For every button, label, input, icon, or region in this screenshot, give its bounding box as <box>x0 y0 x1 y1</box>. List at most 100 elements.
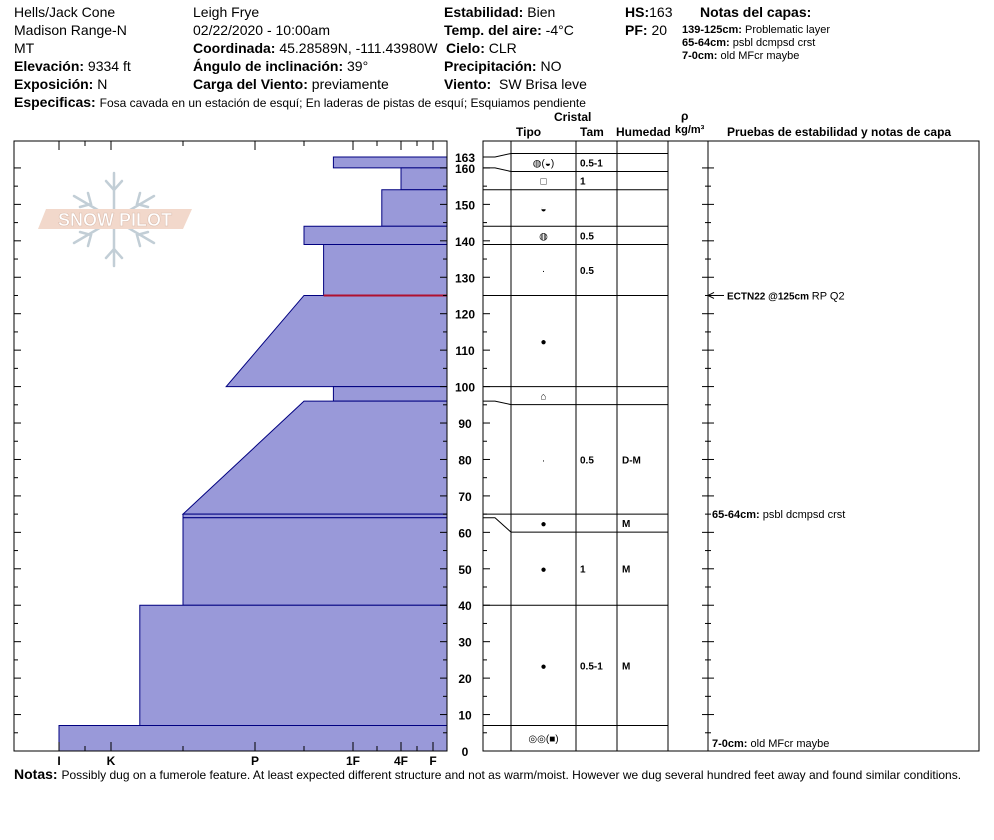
stability-test-note: RP Q2 <box>812 290 845 302</box>
hs-label: HS: <box>625 4 650 20</box>
grain-size: 0.5 <box>580 455 594 466</box>
layer-note-text: old MFcr maybe <box>751 738 830 750</box>
col-moisture: Humedad <box>616 125 671 139</box>
hardness-profile-area <box>58 156 448 752</box>
height-tick-label: 0 <box>462 745 469 759</box>
moisture: M <box>622 565 630 576</box>
layer-note-range: 139-125cm: <box>682 24 742 36</box>
height-tick-label: 120 <box>455 308 475 322</box>
grain-size: 0.5 <box>580 231 594 242</box>
wind-label: Viento: <box>444 76 492 92</box>
coord-label: Coordinada: <box>193 40 276 56</box>
hardness-tick-label: P <box>251 754 259 768</box>
height-tick-label: 20 <box>458 672 472 686</box>
elevation-label: Elevación: <box>14 58 85 74</box>
height-tick-label: 110 <box>455 344 475 358</box>
hardness-layer-bar <box>182 517 448 606</box>
moisture: D-M <box>622 455 641 466</box>
aspect-label: Exposición: <box>14 76 94 92</box>
wind-load-value: previamente <box>311 76 389 92</box>
air-temp-label: Temp. del aire: <box>444 22 542 38</box>
layer-note-text: Problematic layer <box>745 24 830 36</box>
specifics-field: Especificas: Fosa cavada en un estación … <box>14 94 586 111</box>
sky-label: Cielo: <box>446 40 485 56</box>
precip-field: Precipitación: NO <box>444 58 561 75</box>
layer-note-entry: 65-64cm: psbl dcmpsd crst <box>712 509 845 521</box>
slope-value: 39° <box>347 58 369 74</box>
grain-type-symbol: ◍(◒) <box>533 158 554 169</box>
layer-connector <box>483 167 512 172</box>
pf-label: PF: <box>625 22 648 38</box>
height-tick-label: 140 <box>455 235 475 249</box>
col-size: Tam <box>580 125 604 139</box>
grain-type-symbol: ◎◎(■) <box>528 734 558 745</box>
pf-value: 20 <box>651 22 668 38</box>
hardness-layer-bar <box>381 189 448 227</box>
notes-field: Notas: Possibly dug on a fumerole featur… <box>14 766 961 783</box>
col-tests: Pruebas de estabilidad y notas de capa <box>727 125 952 139</box>
layer-note-2: 65-64cm: psbl dcmpsd crst <box>682 37 815 50</box>
height-tick-label: 10 <box>458 709 472 723</box>
layer-notes-title: Notas del capas: <box>700 4 812 20</box>
grain-type-symbol: · <box>542 455 545 466</box>
grain-type-symbol: ◒ <box>540 204 546 215</box>
sky-value: CLR <box>488 40 517 56</box>
layer-note-text: psbl dcmpsd crst <box>732 37 816 49</box>
datetime: 02/22/2020 - 10:00am <box>193 22 330 38</box>
grain-size: 1 <box>580 565 586 576</box>
wind-field: Viento: SW Brisa leve <box>444 76 587 93</box>
sky-field: Cielo: CLR <box>444 40 517 57</box>
layer-connector <box>483 400 512 406</box>
wind-value: SW Brisa leve <box>498 76 587 92</box>
hardness-layer-bar <box>139 604 448 726</box>
elevation-field: Elevación: 9334 ft <box>14 58 131 75</box>
height-tick-label: 80 <box>458 453 472 467</box>
hardness-tick-label: K <box>107 754 116 768</box>
height-tick-label: 60 <box>458 526 472 540</box>
elevation-value: 9334 ft <box>87 58 131 74</box>
grain-type-symbol: ◍ <box>539 231 548 242</box>
grain-type-symbol: ● <box>540 661 546 672</box>
specifics-label: Especificas: <box>14 94 96 110</box>
col-rho: ρ <box>681 109 689 123</box>
chart-axes: I K P 1F 4F F 0 10 20 30 40 50 60 70 80 90 100 110 120 130 1… <box>13 140 490 768</box>
grain-size: 0.5 <box>580 266 594 277</box>
tests-frame <box>667 140 980 752</box>
grain-type-symbol: □ <box>540 177 546 188</box>
hardness-layer-bar <box>332 386 448 402</box>
air-temp-field: Temp. del aire: -4°C <box>444 22 574 39</box>
hs-field: HS:163 <box>625 4 672 21</box>
layer-note-3: 7-0cm: old MFcr maybe <box>682 50 799 63</box>
moisture: M <box>622 519 630 530</box>
slope-field: Ángulo de inclinación: 39° <box>193 58 368 75</box>
hs-value: 163 <box>649 4 673 20</box>
logo-text: SNOW PILOT <box>58 210 172 230</box>
height-tick-label: 90 <box>458 417 472 431</box>
grain-type-symbol: ● <box>540 337 546 348</box>
location: Hells/Jack Cone <box>14 4 116 20</box>
observer: Leigh Frye <box>193 4 260 20</box>
notes-label: Notas: <box>14 766 58 782</box>
height-tick-label: 70 <box>458 490 472 504</box>
layer-note-range: 7-0cm: <box>682 50 718 62</box>
col-crystal: Cristal <box>554 110 592 124</box>
stability-test-result: ECTN22 @125cm RP Q2 <box>727 290 845 302</box>
grain-type-symbol: ● <box>540 519 546 530</box>
stability-value: Bien <box>527 4 556 20</box>
crystal-columns: ◍(◒) 0.5-1 □ 1 ◒ ◍ 0.5 · 0.5 ● ⌂ · 0.5 D-M ● M ● 1 M ● 0.5-1… <box>482 140 980 752</box>
layer-note-entry: 7-0cm: old MFcr maybe <box>712 738 829 750</box>
col-density-unit: kg/m³ <box>675 124 705 136</box>
precip-value: NO <box>540 58 562 74</box>
hardness-layer-bar <box>225 294 448 388</box>
stability-field: Estabilidad: Bien <box>444 4 555 21</box>
height-tick-label: 160 <box>455 162 475 176</box>
hardness-layer-bar <box>182 513 448 519</box>
height-tick-label: 40 <box>458 599 472 613</box>
height-tick-label: 130 <box>455 271 475 285</box>
slope-label: Ángulo de inclinación: <box>193 58 344 74</box>
stability-label: Estabilidad: <box>444 4 524 20</box>
grain-size: 1 <box>580 177 586 188</box>
coord-value: 45.28589N, -111.43980W <box>279 40 438 56</box>
wind-load-label: Carga del Viento: <box>193 76 308 92</box>
